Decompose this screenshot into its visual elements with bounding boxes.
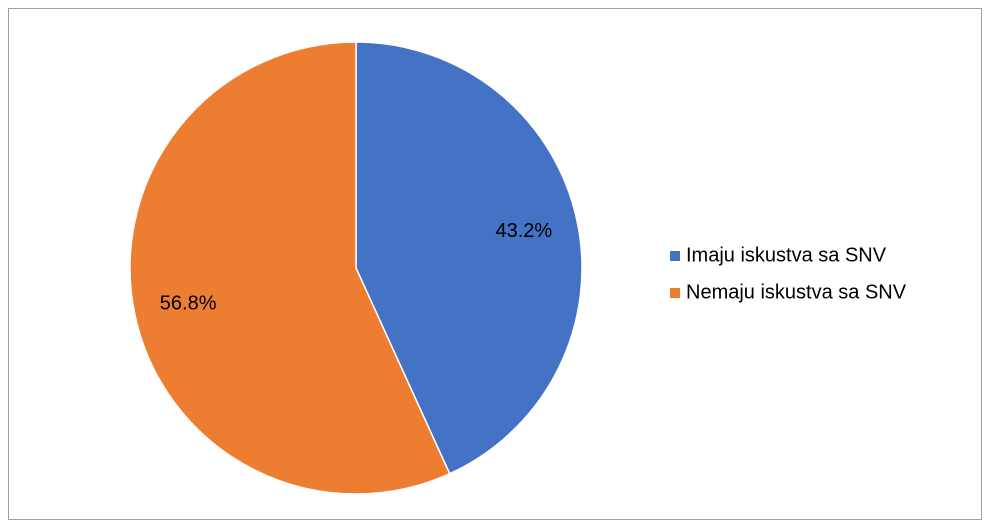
legend-label: Imaju iskustva sa SNV — [686, 244, 887, 266]
pie-slice — [129, 41, 451, 495]
data-label: 43.2% — [495, 220, 552, 242]
pie-slice — [355, 41, 583, 475]
legend-swatch — [670, 288, 680, 298]
data-label: 56.8% — [160, 293, 217, 315]
legend-label: Nemaju iskustva sa SNV — [686, 281, 907, 303]
legend-swatch — [670, 251, 680, 261]
